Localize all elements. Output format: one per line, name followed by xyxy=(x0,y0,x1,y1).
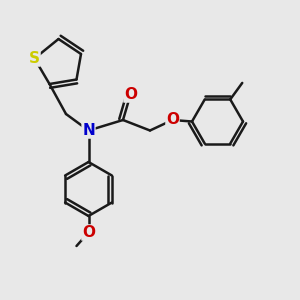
Text: O: O xyxy=(82,225,95,240)
Text: S: S xyxy=(29,51,40,66)
Text: N: N xyxy=(82,123,95,138)
Text: O: O xyxy=(166,112,179,128)
Text: O: O xyxy=(124,87,137,102)
